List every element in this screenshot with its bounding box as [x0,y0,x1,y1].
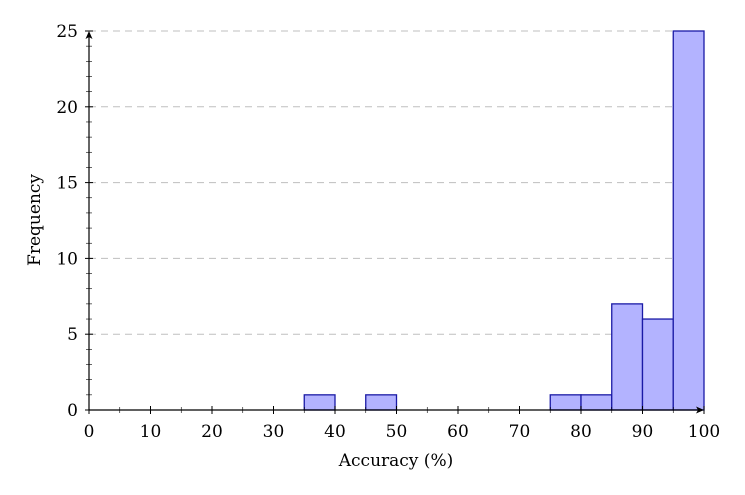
x-tick-label: 50 [386,422,408,442]
x-tick-label: 60 [447,422,469,442]
histogram-bar [611,303,644,411]
y-axis-ticks: 0 5 10 15 20 25 [56,22,93,421]
x-axis-label: Accuracy (%) [338,451,453,471]
y-tick-label: 0 [67,401,78,421]
x-tick-label: 0 [84,422,95,442]
y-tick-label: 20 [56,98,78,118]
x-tick-label: 20 [201,422,223,442]
x-tick-label: 100 [688,422,720,442]
y-tick-label: 15 [56,174,78,194]
histogram-bar [580,394,613,411]
grid-lines [89,30,704,335]
x-axis-arrow-icon [696,406,704,414]
histogram-bar [365,394,398,411]
x-tick-label: 40 [324,422,346,442]
y-axis-arrow-icon [85,31,93,39]
x-tick-label: 10 [140,422,162,442]
x-tick-label: 80 [570,422,592,442]
histogram-bar [303,394,336,411]
histogram-bar [672,30,705,411]
y-tick-label: 25 [56,22,78,42]
axes [85,31,704,414]
y-tick-label: 10 [56,249,78,269]
x-tick-label: 30 [263,422,285,442]
x-axis-ticks: 0 10 20 30 40 50 60 70 80 90 100 [84,406,720,442]
y-axis-label: Frequency [25,174,45,266]
histogram-bar [641,318,674,411]
x-tick-label: 70 [509,422,531,442]
x-tick-label: 90 [632,422,654,442]
y-tick-label: 5 [67,325,78,345]
histogram-bars [303,30,705,411]
histogram-bar [549,394,582,411]
